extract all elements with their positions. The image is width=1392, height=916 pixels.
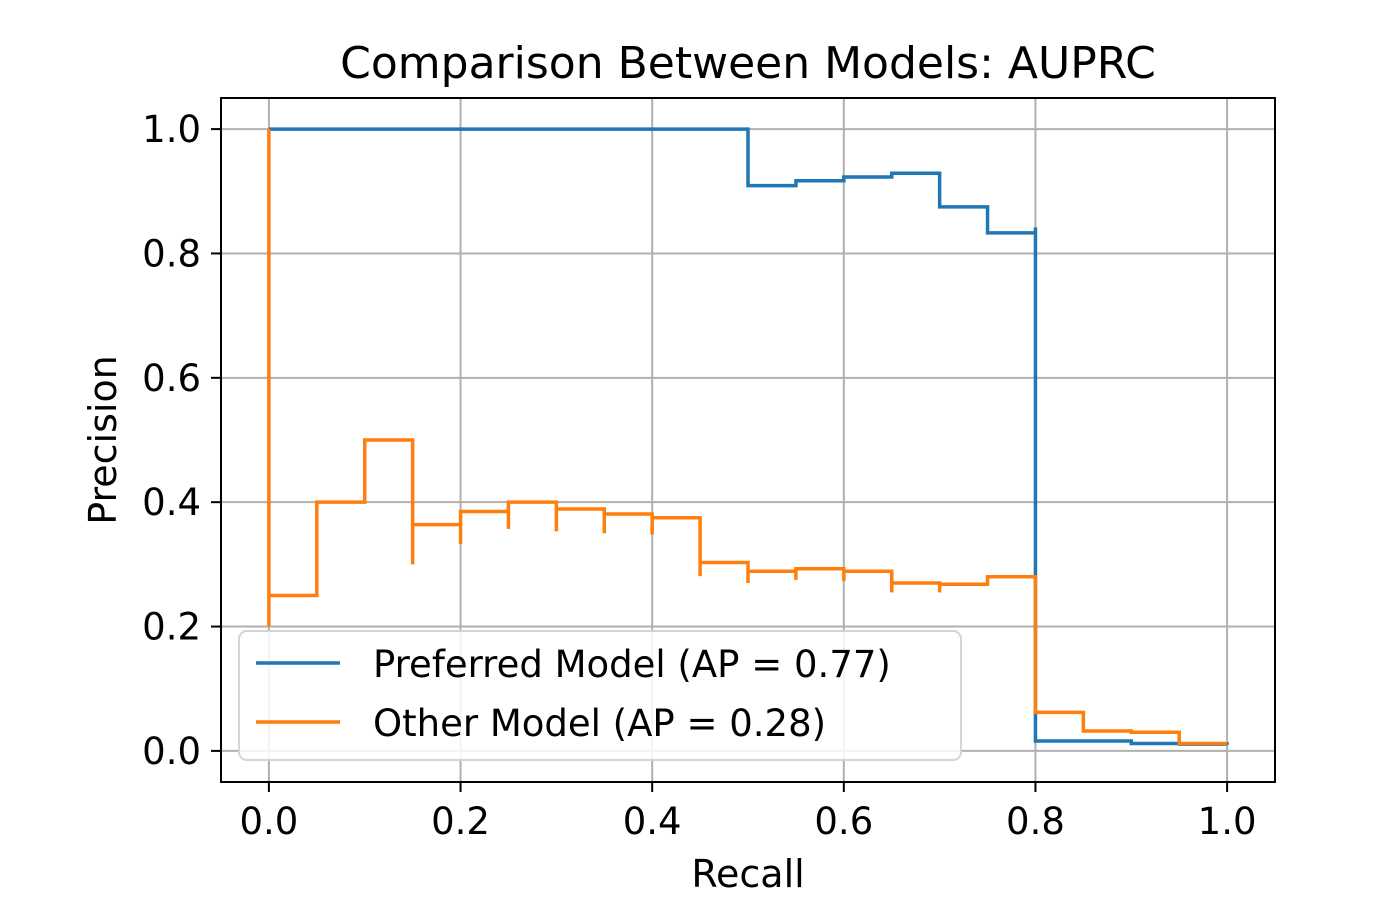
y-tick-label: 0.2 <box>142 606 201 649</box>
x-tick-label: 0.2 <box>431 800 490 843</box>
x-tick-label: 0.0 <box>239 800 298 843</box>
x-axis-label: Recall <box>691 852 804 896</box>
y-tick-label: 0.4 <box>142 481 201 524</box>
axes-frame <box>220 97 1276 783</box>
legend: Preferred Model (AP = 0.77) Other Model … <box>238 630 962 761</box>
y-axis-label: Precision <box>81 355 125 525</box>
legend-label-preferred-model: Preferred Model (AP = 0.77) <box>373 643 891 686</box>
legend-box <box>238 630 962 761</box>
y-tick-label: 0.6 <box>142 357 201 400</box>
x-tick-label: 0.6 <box>814 800 873 843</box>
chart-title: Comparison Between Models: AUPRC <box>340 38 1156 89</box>
y-tick-label: 1.0 <box>142 108 201 151</box>
y-tick-label: 0.8 <box>142 232 201 275</box>
x-tick-label: 0.8 <box>1006 800 1065 843</box>
y-tick-label: 0.0 <box>142 730 201 773</box>
x-tick-label: 1.0 <box>1198 800 1257 843</box>
x-tick-label: 0.4 <box>623 800 682 843</box>
series-line-preferred-model <box>268 127 1229 746</box>
ticks: 0.0 0.2 0.4 0.6 0.8 1.0 0.0 0.2 0.4 0.6 0.8 1.0 <box>142 108 1256 843</box>
legend-label-other-model: Other Model (AP = 0.28) <box>373 702 826 745</box>
series-layer <box>267 127 1229 746</box>
series-line-other-model <box>267 129 1228 746</box>
